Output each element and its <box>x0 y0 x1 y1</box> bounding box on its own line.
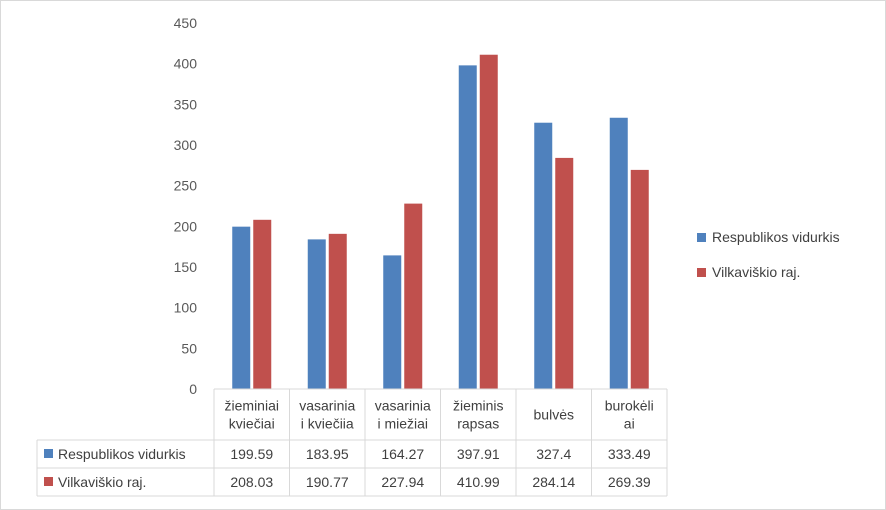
legend-swatch-series-1 <box>697 267 706 277</box>
bar-series-1-cat-2 <box>404 203 423 389</box>
category-label-2-line-0: vasarinia <box>375 398 431 414</box>
table-cell-series-1-cat-5: 269.39 <box>608 474 651 490</box>
table-cell-series-0-cat-0: 199.59 <box>230 446 273 462</box>
category-label-5-line-1: ai <box>624 416 635 432</box>
category-label-0-line-1: kviečiai <box>229 416 275 432</box>
bar-series-0-cat-2 <box>383 255 402 389</box>
y-tick-label-6: 300 <box>174 137 198 153</box>
table-series-name-0: Respublikos vidurkis <box>58 446 186 462</box>
category-label-3-line-0: žieminis <box>453 398 504 414</box>
y-tick-label-8: 400 <box>174 56 198 72</box>
category-label-4-line-0: bulvės <box>534 407 574 423</box>
bar-series-1-cat-0 <box>253 219 272 389</box>
table-cell-series-1-cat-4: 284.14 <box>532 474 575 490</box>
category-label-2-line-1: i miežiai <box>377 416 428 432</box>
y-tick-label-7: 350 <box>174 96 198 112</box>
category-label-1-line-0: vasarinia <box>299 398 355 414</box>
y-tick-label-9: 450 <box>174 15 198 31</box>
table-series-name-1: Vilkaviškio raj. <box>58 474 146 490</box>
bar-series-1-cat-5 <box>630 169 649 389</box>
bar-series-1-cat-3 <box>479 54 498 389</box>
bar-series-0-cat-0 <box>232 226 251 389</box>
bar-series-1-cat-1 <box>328 233 347 389</box>
legend-swatch-series-0 <box>697 232 706 242</box>
bar-series-1-cat-4 <box>555 157 574 389</box>
table-cell-series-0-cat-3: 397.91 <box>457 446 500 462</box>
bar-series-0-cat-5 <box>609 117 628 389</box>
table-cell-series-1-cat-3: 410.99 <box>457 474 500 490</box>
y-tick-label-4: 200 <box>174 218 198 234</box>
table-cell-series-1-cat-1: 190.77 <box>306 474 349 490</box>
y-tick-label-0: 0 <box>189 381 197 397</box>
bar-series-0-cat-1 <box>307 239 326 389</box>
legend-item-series-1: Vilkaviškio raj. <box>697 261 840 283</box>
table-cell-series-0-cat-4: 327.4 <box>536 446 571 462</box>
table-cell-series-1-cat-0: 208.03 <box>230 474 273 490</box>
category-label-0-line-0: žieminiai <box>225 398 279 414</box>
y-tick-label-2: 100 <box>174 300 198 316</box>
category-label-1-line-1: i kviečiia <box>301 416 354 432</box>
table-key-series-0 <box>44 449 53 458</box>
table-cell-series-0-cat-1: 183.95 <box>306 446 349 462</box>
legend-label-series-1: Vilkaviškio raj. <box>712 264 801 280</box>
y-tick-label-3: 150 <box>174 259 198 275</box>
legend-item-series-0: Respublikos vidurkis <box>697 226 840 248</box>
table-cell-series-1-cat-2: 227.94 <box>381 474 424 490</box>
table-cell-series-0-cat-2: 164.27 <box>381 446 424 462</box>
y-tick-label-1: 50 <box>181 340 197 356</box>
bar-series-0-cat-4 <box>534 122 553 390</box>
y-tick-label-5: 250 <box>174 178 198 194</box>
table-cell-series-0-cat-5: 333.49 <box>608 446 651 462</box>
category-label-5-line-0: burokėli <box>605 398 654 414</box>
legend-label-series-0: Respublikos vidurkis <box>712 229 840 245</box>
legend: Respublikos vidurkis Vilkaviškio raj. <box>697 226 840 296</box>
category-label-3-line-1: rapsas <box>457 416 499 432</box>
table-key-series-1 <box>44 477 53 486</box>
bar-series-0-cat-3 <box>458 65 477 390</box>
